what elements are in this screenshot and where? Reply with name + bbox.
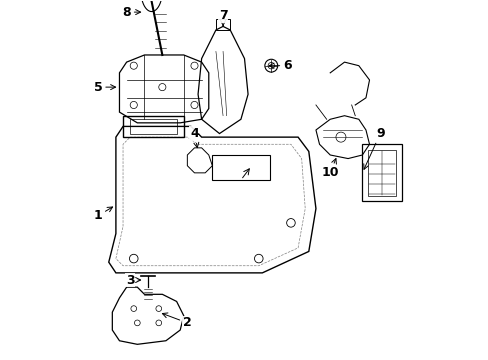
Bar — [362, 144, 401, 202]
Text: 10: 10 — [321, 159, 338, 179]
Bar — [367, 150, 395, 196]
Text: 9: 9 — [363, 127, 384, 169]
Text: 2: 2 — [162, 313, 191, 329]
Text: 8: 8 — [122, 6, 141, 19]
Text: 3: 3 — [125, 274, 141, 287]
Text: 1: 1 — [94, 207, 112, 222]
Text: 5: 5 — [94, 81, 115, 94]
Text: 6: 6 — [268, 59, 291, 72]
Text: 7: 7 — [218, 9, 227, 26]
Text: 4: 4 — [190, 127, 199, 148]
